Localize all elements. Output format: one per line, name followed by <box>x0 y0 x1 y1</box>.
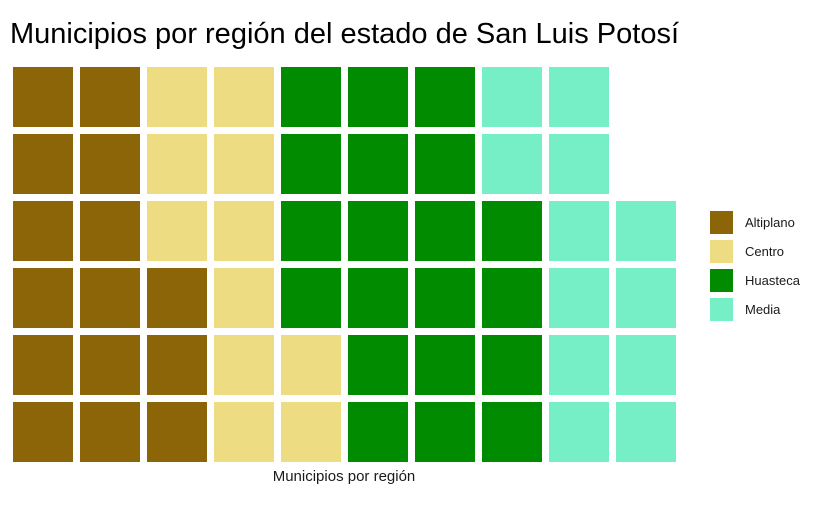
waffle-cell-altiplano <box>147 268 207 328</box>
waffle-cell-huasteca <box>415 402 475 462</box>
waffle-cell-centro <box>214 67 274 127</box>
waffle-cell-huasteca <box>348 402 408 462</box>
x-axis-label: Municipios por región <box>272 468 416 485</box>
legend-swatch <box>710 269 733 292</box>
waffle-cell-centro <box>147 201 207 261</box>
waffle-cell-huasteca <box>415 67 475 127</box>
waffle-cell-huasteca <box>482 201 542 261</box>
waffle-cell-media <box>549 268 609 328</box>
waffle-cell-huasteca <box>482 335 542 395</box>
legend-item-media: Media <box>710 295 800 324</box>
waffle-cell-altiplano <box>13 201 73 261</box>
waffle-cell-centro <box>281 402 341 462</box>
waffle-cell-altiplano <box>80 268 140 328</box>
waffle-cell-altiplano <box>13 134 73 194</box>
waffle-cell-altiplano <box>80 201 140 261</box>
waffle-cell-media <box>549 402 609 462</box>
legend-swatch <box>710 211 733 234</box>
waffle-cell-media <box>549 134 609 194</box>
waffle-cell-media <box>549 201 609 261</box>
chart-title: Municipios por región del estado de San … <box>10 18 680 50</box>
legend-label: Altiplano <box>745 215 795 230</box>
waffle-cell-huasteca <box>281 268 341 328</box>
waffle-cell-huasteca <box>281 134 341 194</box>
legend-item-altiplano: Altiplano <box>710 208 800 237</box>
waffle-cell-huasteca <box>348 67 408 127</box>
waffle-cell-media <box>482 134 542 194</box>
legend-swatch <box>710 240 733 263</box>
waffle-cell-media <box>549 335 609 395</box>
waffle-cell-huasteca <box>415 268 475 328</box>
waffle-cell-media <box>549 67 609 127</box>
waffle-cell-centro <box>214 134 274 194</box>
waffle-cell-huasteca <box>348 268 408 328</box>
waffle-cell-media <box>616 268 676 328</box>
waffle-cell-huasteca <box>281 67 341 127</box>
waffle-cell-centro <box>281 335 341 395</box>
waffle-cell-huasteca <box>281 201 341 261</box>
legend-item-huasteca: Huasteca <box>710 266 800 295</box>
waffle-cell-altiplano <box>147 335 207 395</box>
waffle-cell-altiplano <box>13 67 73 127</box>
waffle-cell-media <box>616 402 676 462</box>
legend-label: Media <box>745 302 781 317</box>
legend-item-centro: Centro <box>710 237 800 266</box>
waffle-cell-centro <box>214 335 274 395</box>
legend-swatch <box>710 298 733 321</box>
legend: Altiplano Centro Huasteca Media <box>710 208 800 324</box>
waffle-cell-huasteca <box>348 201 408 261</box>
waffle-cell-altiplano <box>80 67 140 127</box>
legend-label: Huasteca <box>745 273 800 288</box>
waffle-cell-huasteca <box>482 268 542 328</box>
waffle-cell-centro <box>214 268 274 328</box>
waffle-cell-altiplano <box>80 402 140 462</box>
legend-label: Centro <box>745 244 785 259</box>
waffle-cell-media <box>616 335 676 395</box>
waffle-cell-media <box>482 67 542 127</box>
waffle-cell-altiplano <box>80 335 140 395</box>
waffle-cell-centro <box>214 402 274 462</box>
waffle-cell-huasteca <box>348 335 408 395</box>
waffle-cell-huasteca <box>415 201 475 261</box>
waffle-cell-centro <box>147 134 207 194</box>
waffle-cell-centro <box>214 201 274 261</box>
waffle-cell-huasteca <box>415 335 475 395</box>
waffle-cell-altiplano <box>13 268 73 328</box>
waffle-cell-altiplano <box>147 402 207 462</box>
waffle-cell-altiplano <box>13 402 73 462</box>
waffle-cell-altiplano <box>80 134 140 194</box>
waffle-cell-huasteca <box>348 134 408 194</box>
waffle-cell-altiplano <box>13 335 73 395</box>
waffle-cell-huasteca <box>482 402 542 462</box>
waffle-cell-centro <box>147 67 207 127</box>
waffle-cell-huasteca <box>415 134 475 194</box>
waffle-cell-media <box>616 201 676 261</box>
